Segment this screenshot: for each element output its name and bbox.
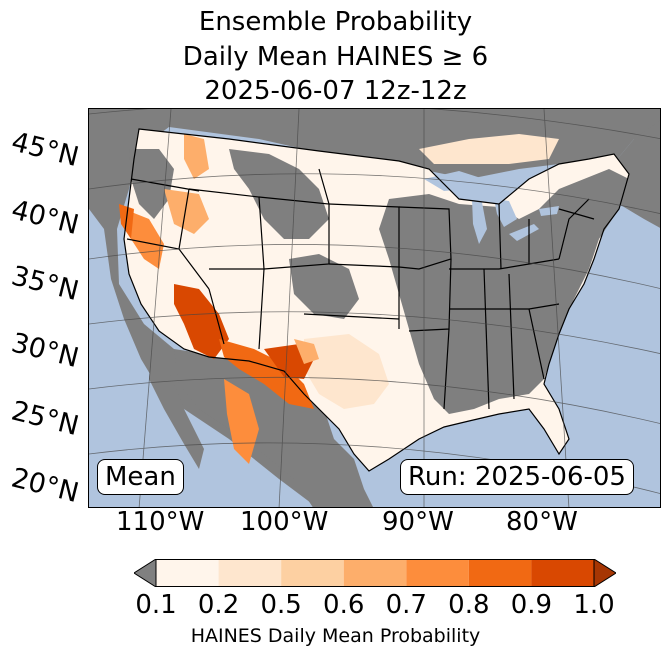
prob-southwest-2 bbox=[219, 339, 314, 409]
colorbar-segments bbox=[156, 559, 594, 587]
gray-plains-center bbox=[289, 254, 359, 319]
colorbar-tick-label: 0.2 bbox=[197, 590, 240, 620]
lake-huron bbox=[494, 199, 517, 227]
colorbar-tick-label: 0.8 bbox=[448, 590, 490, 620]
prob-nevada bbox=[164, 189, 209, 234]
prob-southwest-1 bbox=[174, 284, 229, 359]
lake-michigan bbox=[472, 197, 487, 244]
lake-erie bbox=[509, 224, 539, 241]
gray-north-plains bbox=[229, 149, 329, 239]
colorbar-segment bbox=[156, 559, 219, 587]
lake-ontario bbox=[539, 206, 559, 216]
colorbar-tick-label: 0.5 bbox=[260, 590, 302, 620]
mean-badge: Mean bbox=[97, 459, 184, 495]
colorbar-tick-label: 0.1 bbox=[135, 590, 177, 620]
prob-texas-orange bbox=[294, 339, 319, 364]
prob-idaho bbox=[184, 134, 209, 179]
lat-label-45: 45°N bbox=[8, 126, 82, 174]
run-date-badge: Run: 2025-06-05 bbox=[400, 459, 634, 495]
state-borders bbox=[123, 128, 630, 472]
lon-label-90: 90°W bbox=[382, 507, 454, 537]
title-line-2: Daily Mean HAINES ≥ 6 bbox=[182, 42, 489, 72]
colorbar-segment bbox=[468, 559, 532, 587]
colorbar-tick-label: 1.0 bbox=[573, 590, 615, 620]
colorbar-segment bbox=[406, 559, 469, 587]
lon-label-110: 110°W bbox=[116, 507, 205, 537]
colorbar-over-arrow bbox=[593, 559, 616, 587]
land-baja bbox=[149, 359, 204, 469]
lat-label-35: 35°N bbox=[8, 260, 82, 308]
colorbar-label: HAINES Daily Mean Probability bbox=[190, 625, 481, 647]
map-svg bbox=[89, 109, 660, 507]
title-line-3: 2025-06-07 12z-12z bbox=[204, 76, 467, 106]
colorbar-under-arrow bbox=[134, 559, 157, 587]
lat-label-30: 30°N bbox=[8, 327, 82, 375]
colorbar-segment bbox=[531, 559, 594, 587]
lon-label-80: 80°W bbox=[506, 507, 578, 537]
prob-sierra bbox=[124, 209, 164, 269]
colorbar-segment bbox=[218, 559, 282, 587]
colorbar-tick-label: 0.7 bbox=[385, 590, 427, 620]
colorbar-outline bbox=[155, 559, 595, 587]
colorbar-tick-label: 0.9 bbox=[510, 590, 553, 620]
lat-label-25: 25°N bbox=[8, 395, 82, 443]
colorbar bbox=[134, 559, 616, 587]
land-mexico bbox=[174, 349, 373, 507]
colorbar-segment bbox=[343, 559, 407, 587]
tan-patch-north bbox=[419, 134, 559, 164]
lat-label-40: 40°N bbox=[8, 194, 82, 242]
map-panel bbox=[88, 108, 661, 508]
tan-patch-texas bbox=[304, 334, 389, 409]
title-line-1: Ensemble Probability bbox=[198, 7, 473, 37]
colorbar-segment bbox=[281, 559, 344, 587]
lon-label-100: 100°W bbox=[240, 507, 329, 537]
lat-label-20: 20°N bbox=[8, 462, 82, 510]
colorbar-tick-label: 0.6 bbox=[323, 590, 365, 620]
gray-northwest bbox=[129, 149, 174, 219]
